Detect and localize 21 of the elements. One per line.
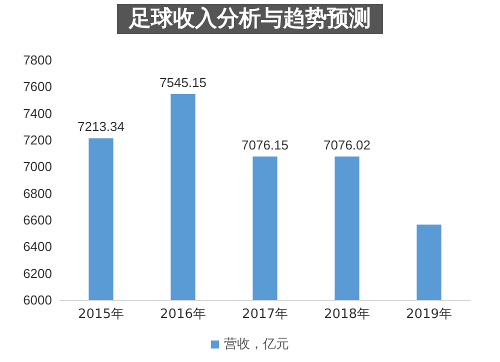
y-tick-label: 7600 (23, 79, 52, 94)
data-label: 7076.02 (324, 138, 370, 153)
y-tick-label: 7200 (23, 132, 52, 148)
y-tick-label: 6400 (23, 239, 52, 254)
y-tick-label: 7800 (23, 52, 52, 68)
legend-label: 营收，亿元 (224, 337, 289, 352)
y-tick-label: 7000 (23, 159, 52, 174)
x-tick-label: 2015年 (78, 307, 124, 322)
x-tick-label: 2018年 (324, 307, 370, 322)
y-tick-label: 6600 (23, 212, 52, 228)
data-label: 7545.15 (160, 74, 206, 90)
data-label: 7076.15 (242, 138, 288, 153)
chart-title: 足球收入分析与趋势预测 (128, 6, 371, 32)
x-tick-label: 2017年 (242, 307, 288, 322)
y-tick-label: 6200 (23, 266, 52, 281)
y-tick-label: 7400 (23, 106, 52, 121)
data-label: 7213.34 (78, 119, 124, 134)
x-tick-label: 2016年 (160, 307, 206, 322)
y-tick-label: 6800 (23, 186, 52, 201)
x-tick-label: 2019年 (406, 307, 452, 322)
y-tick-label: 6000 (23, 292, 52, 308)
